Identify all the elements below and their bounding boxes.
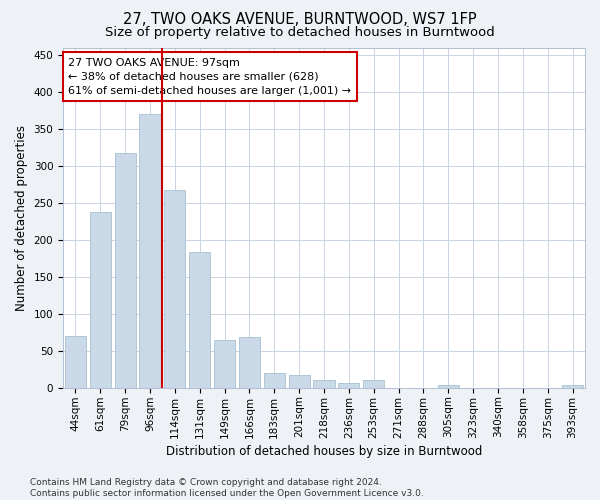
Bar xyxy=(214,340,235,388)
Bar xyxy=(139,114,161,388)
Bar xyxy=(264,373,285,388)
Bar xyxy=(289,375,310,388)
Text: Contains HM Land Registry data © Crown copyright and database right 2024.
Contai: Contains HM Land Registry data © Crown c… xyxy=(30,478,424,498)
Text: 27, TWO OAKS AVENUE, BURNTWOOD, WS7 1FP: 27, TWO OAKS AVENUE, BURNTWOOD, WS7 1FP xyxy=(123,12,477,28)
Bar xyxy=(115,154,136,388)
Bar xyxy=(562,385,583,388)
Bar xyxy=(65,336,86,388)
Text: Size of property relative to detached houses in Burntwood: Size of property relative to detached ho… xyxy=(105,26,495,39)
Bar xyxy=(363,380,384,388)
Text: 27 TWO OAKS AVENUE: 97sqm
← 38% of detached houses are smaller (628)
61% of semi: 27 TWO OAKS AVENUE: 97sqm ← 38% of detac… xyxy=(68,58,352,96)
Bar xyxy=(239,338,260,388)
Bar xyxy=(438,385,459,388)
Y-axis label: Number of detached properties: Number of detached properties xyxy=(15,124,28,310)
Bar xyxy=(189,252,210,388)
Bar xyxy=(90,212,111,388)
Bar xyxy=(338,384,359,388)
Bar xyxy=(313,380,335,388)
Bar xyxy=(164,190,185,388)
X-axis label: Distribution of detached houses by size in Burntwood: Distribution of detached houses by size … xyxy=(166,444,482,458)
